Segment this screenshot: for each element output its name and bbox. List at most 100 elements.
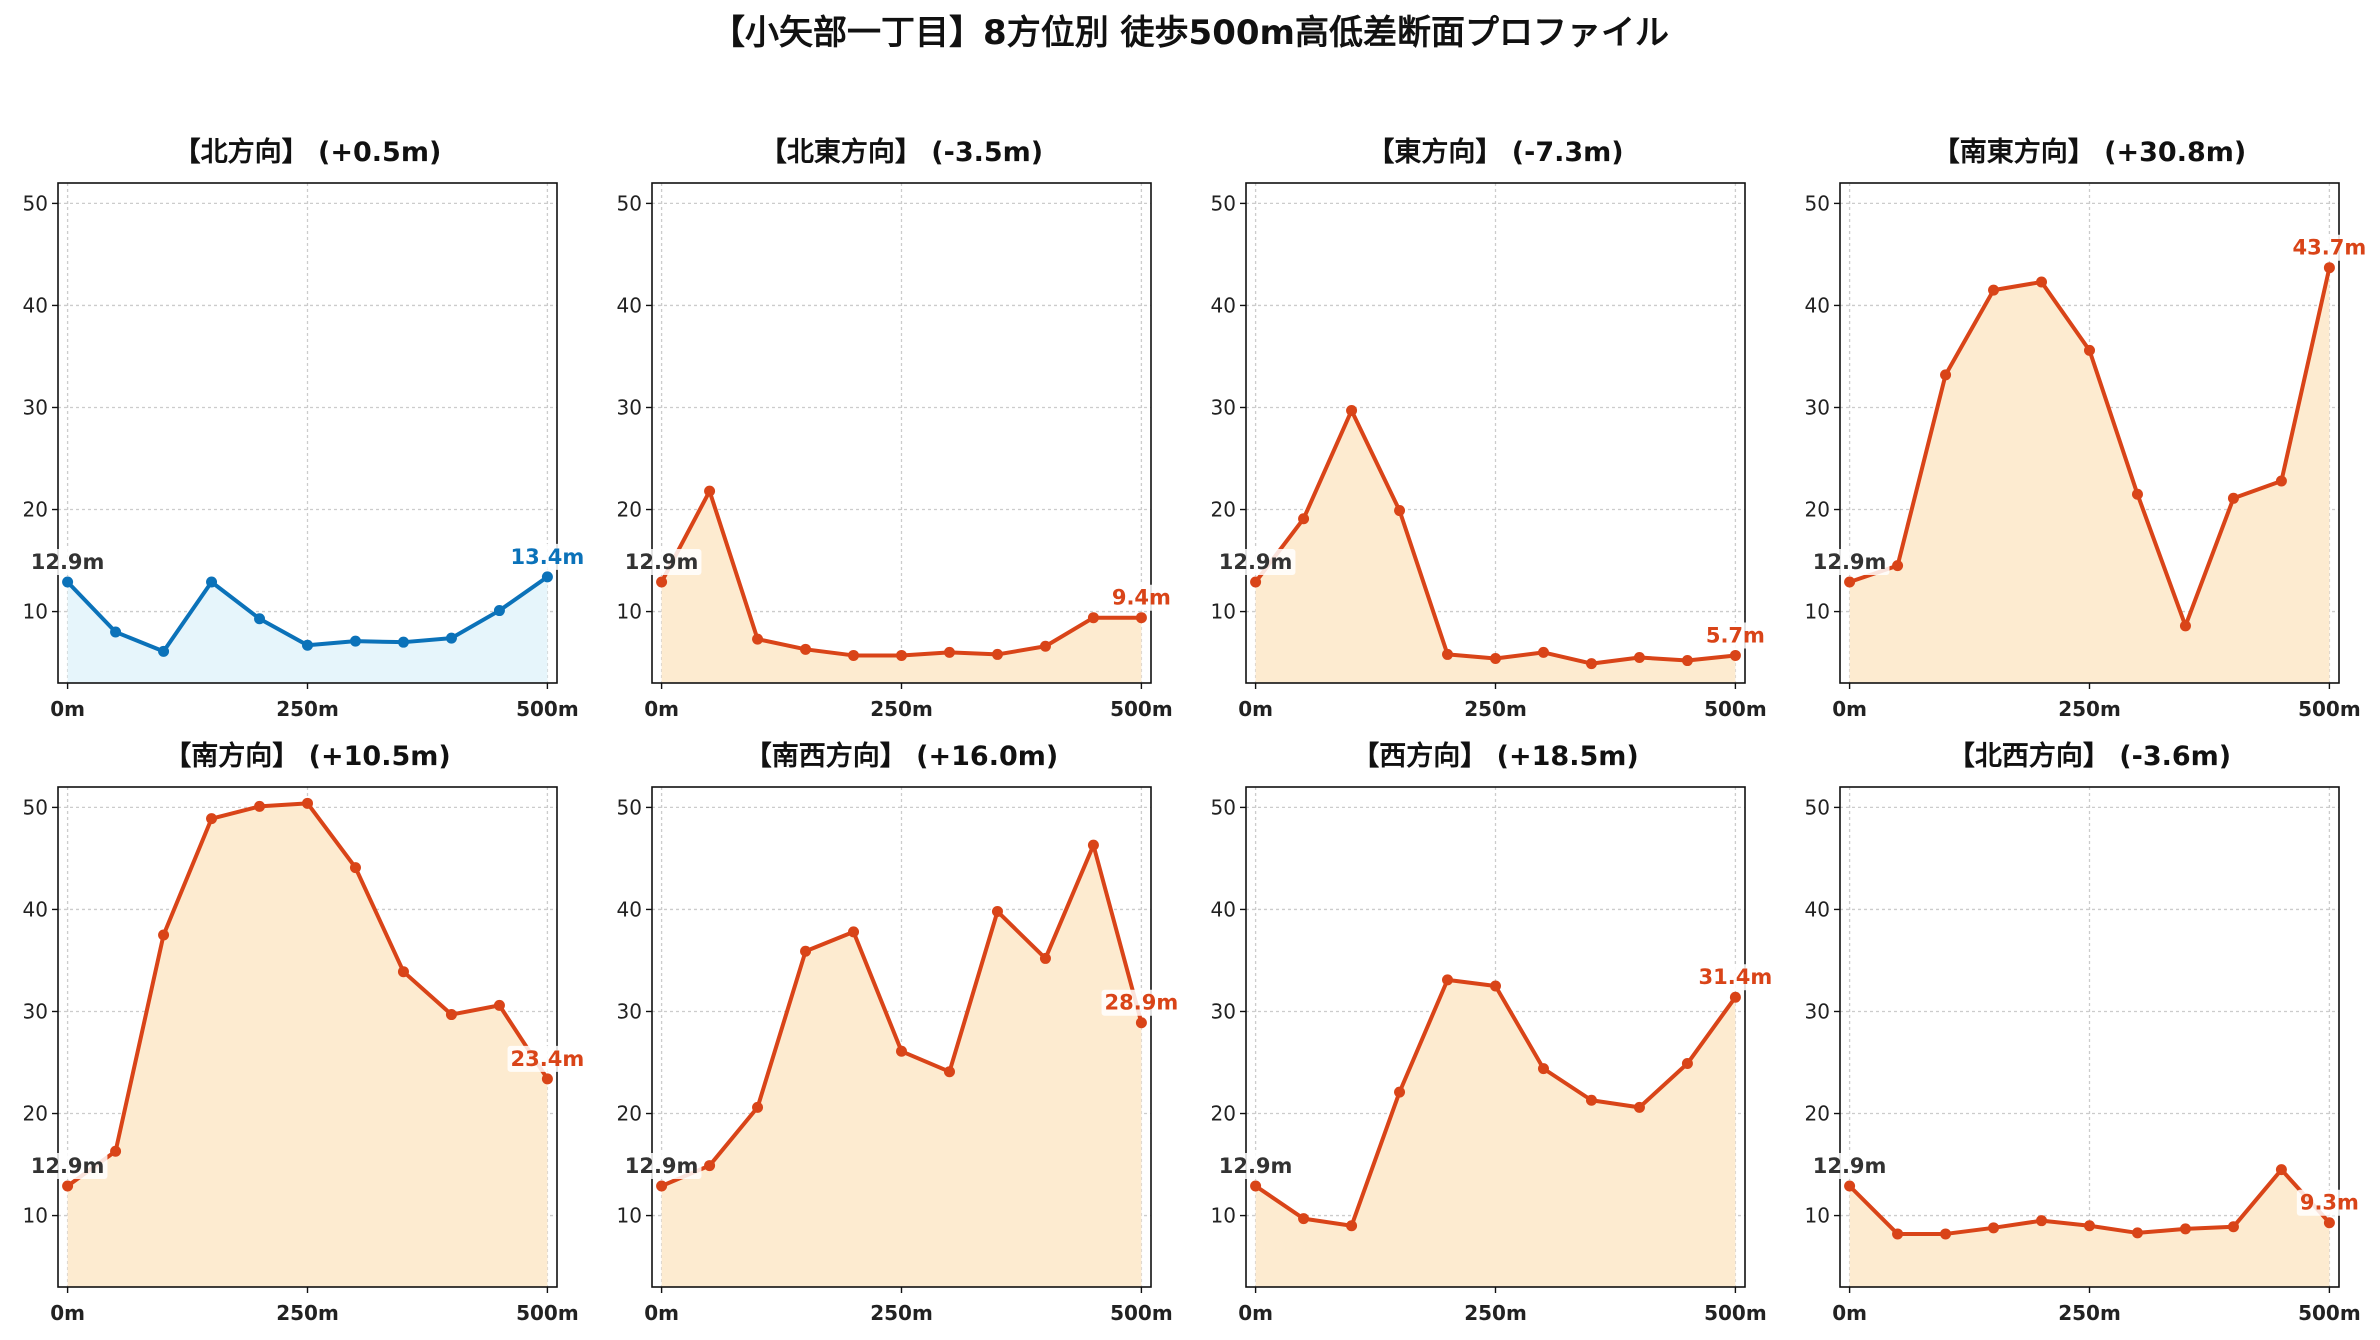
data-point (1346, 1220, 1358, 1232)
data-point (349, 862, 361, 874)
data-point (1346, 405, 1358, 417)
y-tick-label: 50 (1211, 795, 1236, 819)
y-tick-label: 50 (617, 191, 642, 215)
x-tick-label: 250m (870, 697, 933, 721)
x-tick-label: 0m (1238, 1301, 1273, 1325)
x-tick-label: 500m (1110, 697, 1173, 721)
data-point (2179, 620, 2191, 632)
data-point (1729, 991, 1741, 1003)
y-tick-label: 30 (617, 395, 642, 419)
panel-title: 【南西方向】 (+16.0m) (745, 740, 1058, 772)
data-point (1039, 952, 1051, 964)
end-elevation-label-bg (507, 1045, 588, 1072)
data-point (302, 797, 313, 809)
data-point (206, 813, 218, 825)
data-point (704, 1160, 716, 1172)
data-point (848, 649, 860, 661)
x-tick-label: 500m (2298, 1301, 2361, 1325)
data-point (1298, 513, 1310, 525)
start-elevation-label: 12.9m (31, 550, 105, 574)
panel-title: 【南方向】 (+10.5m) (164, 740, 450, 772)
data-point (656, 1180, 668, 1192)
y-tick-label: 30 (23, 999, 48, 1023)
start-elevation-label: 12.9m (1813, 550, 1887, 574)
y-tick-label: 40 (1211, 293, 1236, 317)
data-point (1729, 649, 1741, 661)
x-tick-label: 0m (1832, 697, 1867, 721)
end-elevation-label-bg (1695, 964, 1776, 991)
data-point (1394, 505, 1406, 517)
data-point (1250, 576, 1262, 588)
data-point (800, 945, 812, 957)
x-tick-label: 500m (1110, 1301, 1173, 1325)
y-tick-label: 20 (617, 1102, 642, 1126)
y-tick-label: 20 (1211, 498, 1236, 522)
y-tick-label: 30 (1805, 999, 1830, 1023)
y-tick-label: 40 (1211, 897, 1236, 921)
data-point (1490, 653, 1501, 665)
end-elevation-label: 28.9m (1105, 991, 1179, 1015)
end-elevation-label: 9.3m (2300, 1191, 2359, 1215)
data-point (2036, 276, 2048, 288)
x-tick-label: 250m (870, 1301, 933, 1325)
x-tick-label: 0m (50, 1301, 85, 1325)
y-tick-label: 30 (23, 395, 48, 419)
y-tick-label: 50 (23, 795, 48, 819)
data-point (110, 626, 122, 638)
end-elevation-label: 43.7m (2293, 236, 2367, 260)
data-point (302, 639, 313, 651)
y-tick-label: 50 (1805, 795, 1830, 819)
data-point (206, 576, 218, 588)
profile-area (661, 845, 1142, 1287)
x-tick-label: 500m (516, 1301, 579, 1325)
data-point (1394, 1086, 1406, 1098)
data-point (1087, 839, 1099, 851)
data-point (110, 1145, 122, 1157)
data-point (2179, 1223, 2191, 1235)
data-point (2084, 1220, 2095, 1232)
panel-title: 【北方向】 (+0.5m) (174, 136, 442, 168)
data-point (349, 635, 361, 647)
data-point (445, 632, 457, 644)
data-point (1633, 651, 1645, 663)
data-point (1633, 1101, 1645, 1113)
data-point (493, 999, 505, 1011)
data-point (62, 576, 74, 588)
data-point (1298, 1213, 1310, 1225)
start-elevation-label-bg (621, 1152, 702, 1179)
y-tick-label: 30 (1211, 999, 1236, 1023)
data-point (1988, 284, 2000, 296)
y-tick-label: 40 (617, 897, 642, 921)
x-tick-label: 500m (516, 697, 579, 721)
y-tick-label: 40 (23, 897, 48, 921)
data-point (397, 966, 409, 978)
data-point (1135, 612, 1147, 624)
start-elevation-label: 12.9m (625, 1154, 699, 1178)
data-point (896, 1045, 907, 1057)
x-tick-label: 0m (1832, 1301, 1867, 1325)
end-elevation-label: 13.4m (511, 545, 585, 569)
y-tick-label: 20 (617, 498, 642, 522)
start-elevation-label-bg (27, 1152, 108, 1179)
data-point (1442, 648, 1454, 660)
start-elevation-label: 12.9m (1219, 1154, 1293, 1178)
panel-title: 【東方向】 (-7.3m) (1367, 136, 1623, 168)
start-elevation-label: 12.9m (625, 550, 699, 574)
data-point (2275, 475, 2287, 487)
panel-title: 【北東方向】 (-3.5m) (760, 136, 1043, 168)
profile-area (67, 576, 548, 683)
data-point (62, 1180, 74, 1192)
data-point (1940, 1228, 1952, 1240)
y-tick-label: 40 (23, 293, 48, 317)
x-tick-label: 0m (1238, 697, 1273, 721)
panel-title: 【南東方向】 (+30.8m) (1933, 136, 2246, 168)
y-tick-label: 20 (1211, 1102, 1236, 1126)
y-tick-label: 20 (23, 498, 48, 522)
panel-title: 【北西方向】 (-3.6m) (1948, 740, 2231, 772)
data-point (752, 633, 764, 645)
